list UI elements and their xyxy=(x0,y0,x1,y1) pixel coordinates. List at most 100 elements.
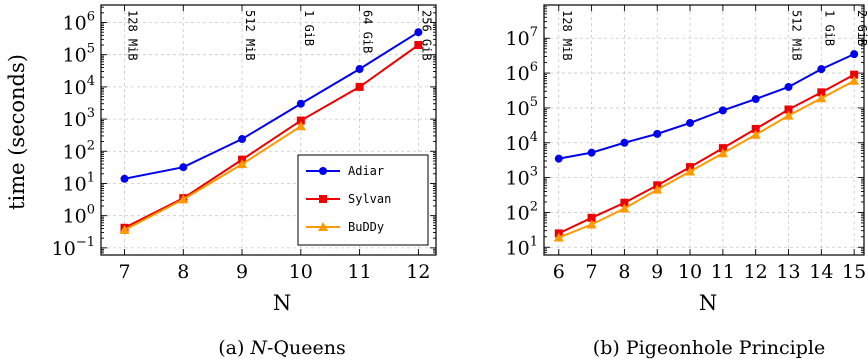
right-adiar-point xyxy=(653,129,662,138)
legend-marker-sylvan xyxy=(319,195,327,203)
left-adiar-point xyxy=(355,64,364,73)
right-buddy-point xyxy=(652,184,663,194)
left-ytick-label: 102 xyxy=(63,138,95,163)
left-sylvan-line xyxy=(124,44,419,229)
left-plot-frame xyxy=(100,4,437,256)
right-ytick-label: 103 xyxy=(506,165,538,190)
right-adiar-point xyxy=(751,95,760,104)
right-xtick-label: 14 xyxy=(809,261,833,283)
right-buddy-point xyxy=(586,219,597,229)
left-ytick-label: 100 xyxy=(63,203,95,228)
right-buddy-point xyxy=(619,203,630,213)
right-sylvan-point xyxy=(784,105,793,114)
left-legend: Adiar Sylvan BuDDy xyxy=(297,154,429,246)
right-xtick-label: 12 xyxy=(744,261,768,283)
right-memory-label: 128 MiB xyxy=(560,10,574,61)
left-memory-label: 64 GiB xyxy=(361,10,375,53)
legend-label-sylvan: Sylvan xyxy=(348,192,391,206)
left-sylvan-point xyxy=(355,82,364,91)
left-ytick-label: 104 xyxy=(63,74,95,99)
right-buddy-point xyxy=(783,110,794,120)
right-adiar-point xyxy=(620,138,629,147)
left-chart-ylabel: time (seconds) xyxy=(5,54,29,210)
right-buddy-point xyxy=(816,93,827,103)
right-chart-xlabel: N xyxy=(699,291,717,315)
left-buddy-point xyxy=(119,224,130,234)
right-ytick-label: 101 xyxy=(506,234,538,259)
right-adiar-point xyxy=(850,50,859,59)
right-sylvan-point xyxy=(620,198,629,207)
left-xtick-label: 9 xyxy=(236,261,248,283)
right-ytick-label: 102 xyxy=(506,199,538,224)
left-xtick-label: 12 xyxy=(406,261,430,283)
left-buddy-point xyxy=(295,121,306,131)
left-adiar-point xyxy=(238,135,247,144)
left-memory-label: 128 MiB xyxy=(126,10,140,61)
left-chart-nqueens: 10−1 100 101 102 103 104 105 106 7 8 9 10 11 12 128 Mi… xyxy=(52,4,437,283)
left-sylvan-point xyxy=(414,41,423,50)
right-adiar-point xyxy=(718,106,727,115)
left-sylvan-point xyxy=(296,116,305,125)
right-sylvan-point xyxy=(718,144,727,153)
right-adiar-point xyxy=(686,118,695,127)
right-buddy-point xyxy=(553,232,564,242)
right-sylvan-point xyxy=(850,70,859,79)
right-buddy-point xyxy=(750,129,761,139)
right-xtick-label: 10 xyxy=(678,261,702,283)
left-adiar-point xyxy=(414,28,423,37)
left-buddy-line xyxy=(124,125,302,231)
right-sylvan-line xyxy=(558,73,855,235)
left-ytick-label: 103 xyxy=(63,106,95,131)
right-adiar-point xyxy=(784,82,793,91)
left-adiar-line xyxy=(124,31,419,180)
left-chart-caption: (a) N-Queens xyxy=(218,337,346,359)
left-memory-label: 512 MiB xyxy=(243,10,257,61)
left-xtick-label: 11 xyxy=(348,261,372,283)
right-xtick-label: 7 xyxy=(586,261,598,283)
right-chart-caption: (b) Pigeonhole Principle xyxy=(593,337,825,359)
left-xtick-label: 8 xyxy=(177,261,189,283)
legend-label-buddy: BuDDy xyxy=(348,220,384,234)
left-buddy-point xyxy=(178,194,189,204)
right-chart-pigeonhole: 101 102 103 104 105 106 107 6 7 8 9 10 11 12 13 14 15 128… xyxy=(506,4,868,283)
right-adiar-point xyxy=(817,65,826,74)
left-ytick-label: 101 xyxy=(63,170,95,195)
right-xtick-label: 9 xyxy=(651,261,663,283)
right-buddy-line xyxy=(558,79,855,239)
left-buddy-point xyxy=(237,159,248,169)
right-sylvan-point xyxy=(751,124,760,133)
right-memory-label: 512 MiB xyxy=(790,10,804,61)
right-sylvan-point xyxy=(587,213,596,222)
right-memory-label: 1 GiB xyxy=(822,10,836,46)
left-adiar-point xyxy=(296,99,305,108)
left-ytick-label: 105 xyxy=(63,42,95,67)
right-xtick-label: 13 xyxy=(776,261,800,283)
right-plot-frame xyxy=(543,4,865,256)
left-xtick-label: 10 xyxy=(289,261,313,283)
right-adiar-line xyxy=(558,53,855,160)
right-ytick-label: 104 xyxy=(506,130,538,155)
right-xtick-label: 11 xyxy=(711,261,735,283)
right-ytick-label: 106 xyxy=(506,60,538,85)
right-ytick-label: 107 xyxy=(506,25,538,50)
left-memory-label: 256 GiB xyxy=(419,10,433,61)
right-xtick-label: 15 xyxy=(842,261,866,283)
left-adiar-point xyxy=(179,163,188,172)
right-buddy-point xyxy=(685,166,696,176)
legend-marker-adiar xyxy=(319,167,327,175)
legend-label-adiar: Adiar xyxy=(348,164,384,178)
right-memory-label: 2 GiB xyxy=(855,10,868,46)
right-adiar-point xyxy=(554,154,563,163)
left-adiar-point xyxy=(120,174,129,183)
left-ytick-label: 106 xyxy=(63,10,95,35)
legend-marker-buddy xyxy=(318,222,328,231)
right-adiar-point xyxy=(587,148,596,157)
left-chart-xlabel: N xyxy=(273,291,291,315)
left-xtick-label: 7 xyxy=(118,261,130,283)
right-buddy-point xyxy=(717,148,728,158)
right-buddy-point xyxy=(849,75,860,85)
right-xtick-label: 6 xyxy=(553,261,565,283)
right-sylvan-point xyxy=(817,88,826,97)
left-ytick-label: 10−1 xyxy=(52,235,95,260)
left-memory-label: 1 GiB xyxy=(302,10,316,46)
